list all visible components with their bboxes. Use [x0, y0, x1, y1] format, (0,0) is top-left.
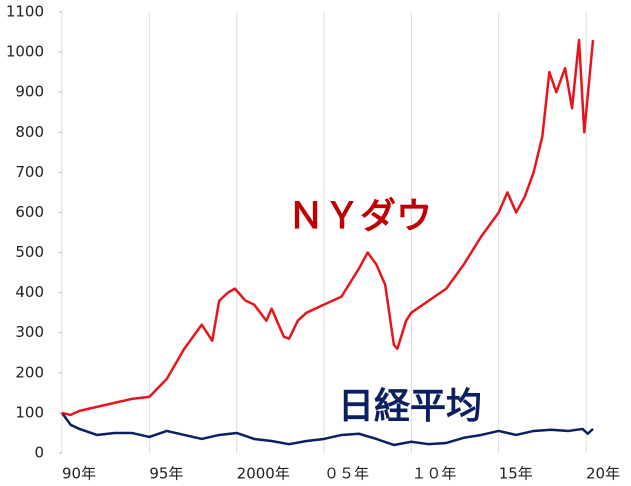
x-tick-label: 2000年: [237, 465, 290, 483]
y-tick-label: 600: [15, 203, 44, 221]
y-tick-label: 1000: [6, 43, 44, 61]
y-tick-label: 800: [15, 123, 44, 141]
y-tick-label: 900: [15, 83, 44, 101]
x-tick-label: 15年: [499, 465, 533, 483]
y-tick-label: 500: [15, 243, 44, 261]
series-line: [61, 38, 595, 417]
x-tick-label: 20年: [586, 465, 620, 483]
x-tick-label: 95年: [149, 465, 183, 483]
y-tick-label: 400: [15, 283, 44, 301]
x-tick-label: 90年: [62, 465, 96, 483]
y-tick-label: 200: [15, 363, 44, 381]
x-tick-label: １０年: [411, 465, 456, 483]
y-tick-label: 100: [15, 403, 44, 421]
series-label: ＮＹダウ: [288, 196, 432, 237]
x-tick-label: ０５年: [324, 465, 369, 483]
series-label: 日経平均: [338, 386, 482, 427]
y-tick-label: 0: [34, 444, 44, 462]
y-tick-label: 700: [15, 163, 44, 181]
y-tick-label: 1100: [6, 3, 44, 21]
series-line: [60, 412, 594, 447]
y-tick-label: 300: [15, 323, 44, 341]
